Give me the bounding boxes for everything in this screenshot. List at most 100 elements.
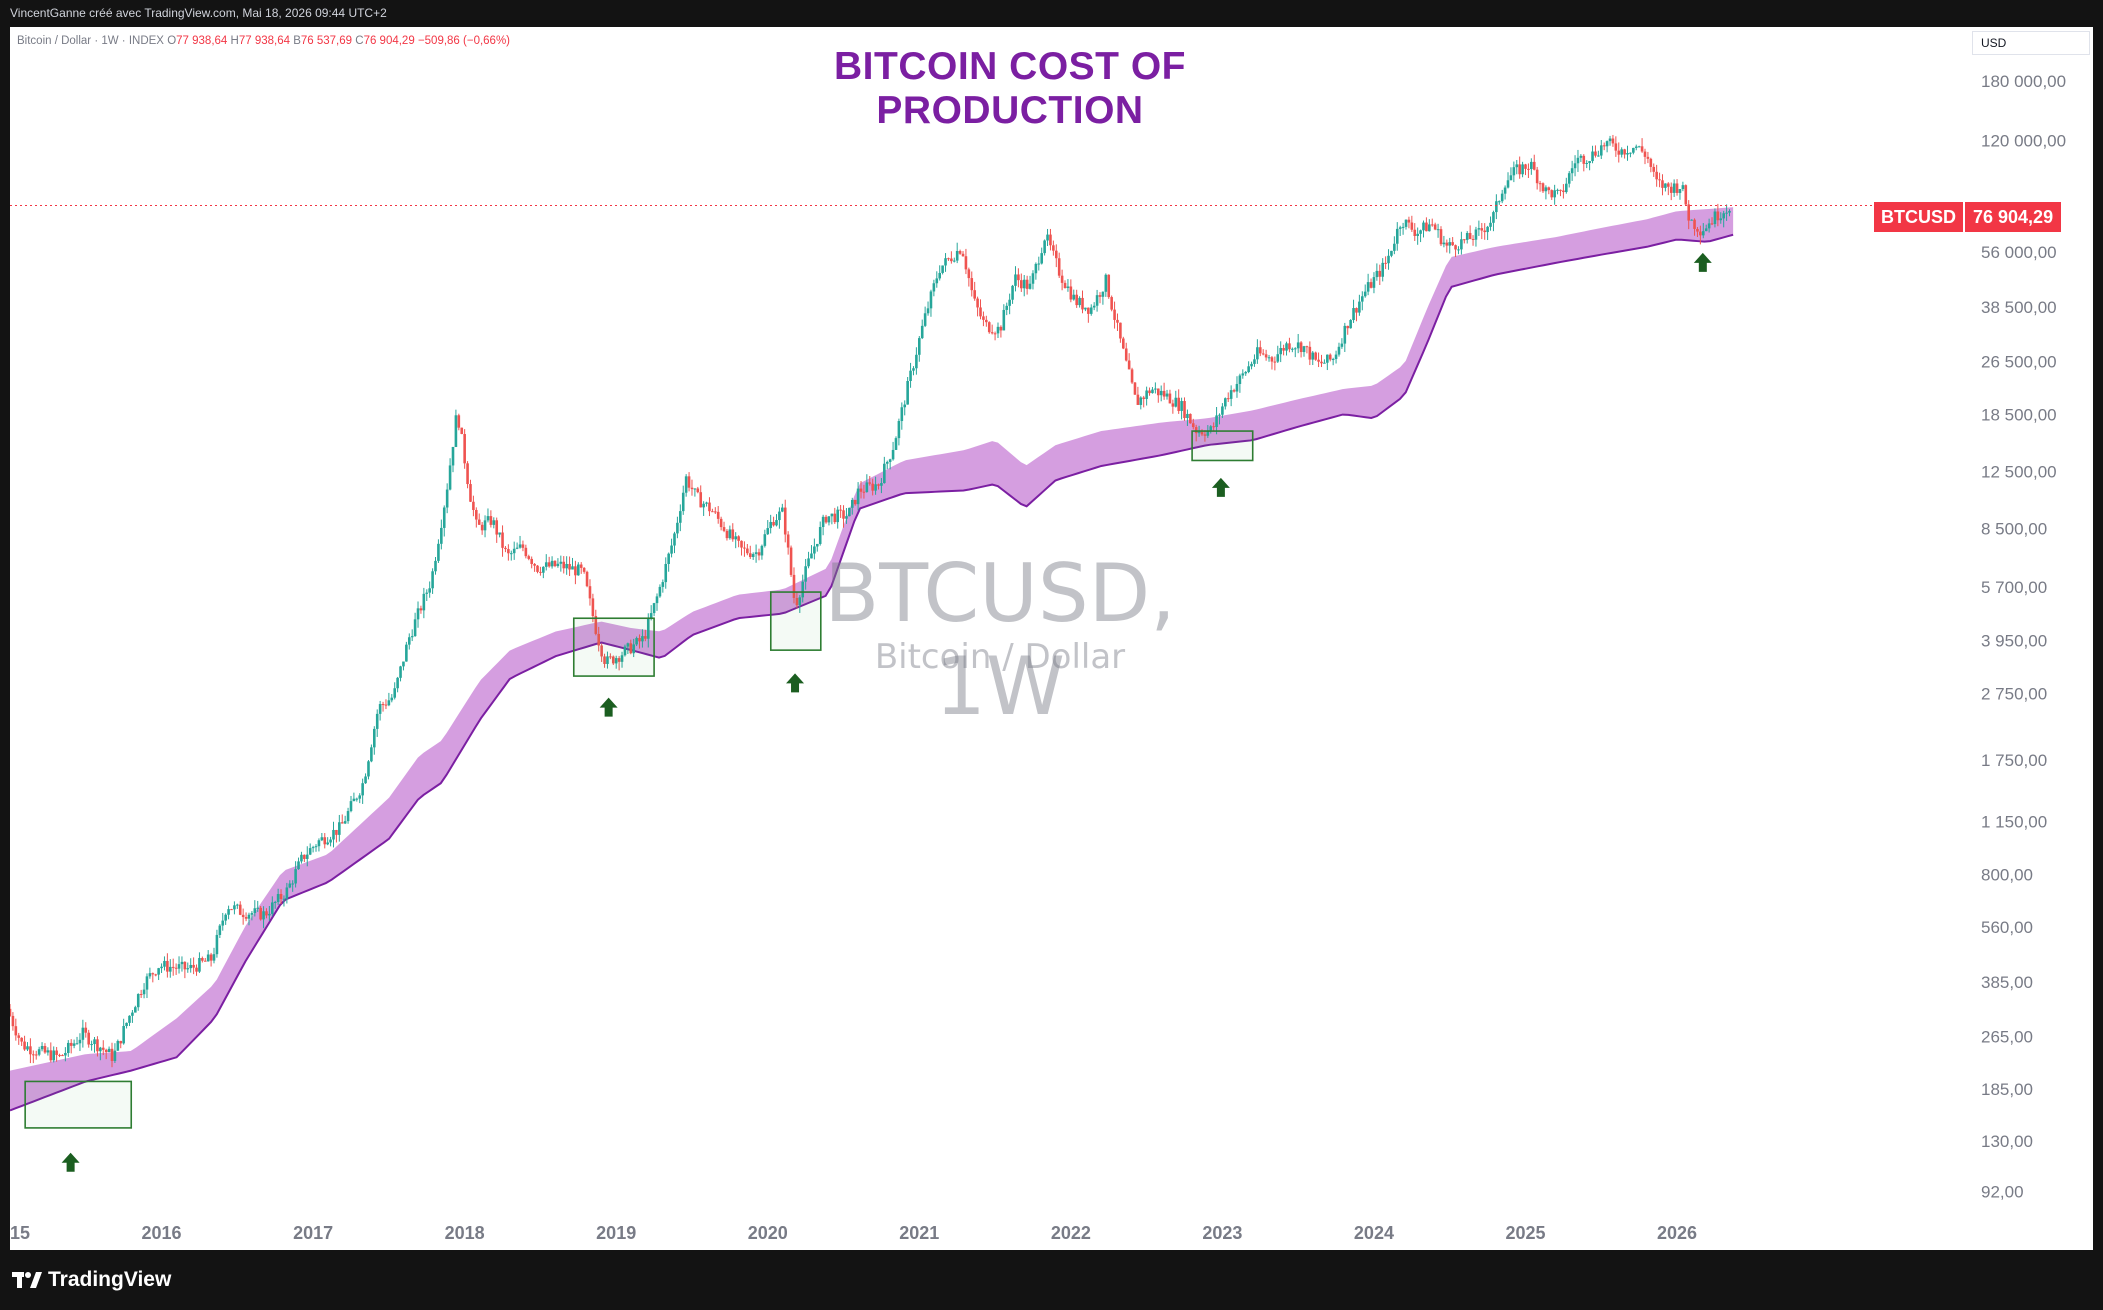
candle-body xyxy=(655,596,659,604)
y-tick-label: 38 500,00 xyxy=(1981,298,2057,317)
candle-body xyxy=(14,1026,18,1036)
candle-body xyxy=(1527,168,1530,170)
candle-body xyxy=(1229,390,1233,399)
candle-body xyxy=(1372,277,1376,288)
candle-body xyxy=(390,697,394,701)
candle-body xyxy=(151,973,155,975)
candle-body xyxy=(1078,297,1081,306)
candle-body xyxy=(859,488,863,492)
candle-body xyxy=(61,1055,64,1057)
candle-body xyxy=(885,461,889,464)
candle-body xyxy=(361,783,364,796)
candle-body xyxy=(174,967,178,969)
candle-body xyxy=(270,902,274,914)
candle-body xyxy=(1550,190,1554,198)
legend-close-label: C xyxy=(355,35,364,47)
candle-body xyxy=(813,546,816,554)
candle-body xyxy=(568,563,571,570)
candle-body xyxy=(422,593,426,611)
legend-close-value: 76 904,29 xyxy=(363,35,415,47)
candle-body xyxy=(985,319,988,323)
candle-body xyxy=(119,1040,123,1044)
cost-band xyxy=(10,207,1734,1111)
candle-body xyxy=(1116,319,1119,323)
candle-body xyxy=(454,415,458,447)
candle-body xyxy=(1428,224,1431,232)
candle-body xyxy=(798,597,802,606)
candle-body xyxy=(355,798,359,800)
candle-body xyxy=(1684,185,1688,205)
candle-body xyxy=(585,571,589,587)
candle-body xyxy=(1436,229,1440,231)
candle-body xyxy=(142,989,146,995)
candle-body xyxy=(171,966,175,968)
candle-body xyxy=(1293,348,1297,350)
x-tick-label: 2017 xyxy=(293,1223,333,1243)
candle-body xyxy=(93,1039,96,1045)
candle-body xyxy=(425,592,429,594)
candle-body xyxy=(1637,146,1641,148)
candle-body xyxy=(652,603,656,614)
y-tick-label: 56 000,00 xyxy=(1981,243,2057,262)
candle-body xyxy=(530,558,533,564)
candle-body xyxy=(1314,352,1317,360)
candle-body xyxy=(1063,282,1067,289)
candle-body xyxy=(1696,228,1699,232)
candle-body xyxy=(492,520,496,525)
candle-body xyxy=(518,544,522,548)
candle-body xyxy=(323,837,327,845)
candle-body xyxy=(1040,253,1044,264)
candle-body xyxy=(1693,219,1696,229)
buy-arrow-icon xyxy=(61,1152,80,1172)
candle-body xyxy=(1264,354,1268,358)
chart-area[interactable]: 180 000,00 120 000,00 56 000,00 38 500,00 26… xyxy=(10,27,2093,1250)
candle-body xyxy=(804,566,807,582)
candle-body xyxy=(247,914,251,919)
candle-body xyxy=(1375,270,1379,278)
candle-body xyxy=(1381,262,1384,277)
candle-body xyxy=(1701,231,1705,236)
candle-body xyxy=(848,507,851,517)
candle-body xyxy=(853,499,857,505)
currency-selector[interactable]: USD xyxy=(1972,31,2090,55)
tradingview-logo[interactable]: TradingView xyxy=(12,1268,171,1292)
candle-body xyxy=(498,532,501,535)
candle-body xyxy=(1066,286,1070,289)
candle-body xyxy=(1241,373,1245,376)
candle-body xyxy=(431,571,434,589)
candle-body xyxy=(1716,211,1720,221)
candle-body xyxy=(973,290,976,299)
candle-body xyxy=(1186,413,1189,419)
candle-body xyxy=(1611,138,1615,144)
candle-body xyxy=(1276,354,1280,362)
candle-body xyxy=(1722,213,1725,219)
candle-body xyxy=(1576,157,1580,164)
candle-body xyxy=(1212,426,1215,428)
candle-body xyxy=(1556,189,1559,191)
candle-body xyxy=(122,1025,125,1044)
candle-body xyxy=(781,507,784,512)
candle-body xyxy=(1597,155,1600,157)
candle-body xyxy=(1567,173,1571,184)
candle-body xyxy=(1413,229,1417,236)
buy-arrow-icon xyxy=(1211,477,1230,497)
candle-body xyxy=(1244,372,1248,374)
candle-body xyxy=(113,1050,117,1061)
x-tick-label: 2020 xyxy=(748,1223,788,1243)
candle-body xyxy=(311,847,315,849)
candle-body xyxy=(1433,224,1437,230)
candle-body xyxy=(950,258,953,262)
candle-body xyxy=(830,513,834,517)
price-chart[interactable]: 180 000,00 120 000,00 56 000,00 38 500,00 26… xyxy=(10,27,2093,1250)
candle-body xyxy=(1253,359,1256,364)
candle-body xyxy=(964,256,968,270)
candle-body xyxy=(407,637,411,645)
candle-body xyxy=(305,854,309,859)
candle-body xyxy=(1669,186,1673,193)
x-tick-label: 2023 xyxy=(1202,1223,1242,1243)
candle-body xyxy=(815,543,819,547)
candle-body xyxy=(731,529,735,540)
candle-body xyxy=(1046,234,1049,241)
candle-body xyxy=(20,1037,23,1042)
candle-body xyxy=(574,566,577,576)
